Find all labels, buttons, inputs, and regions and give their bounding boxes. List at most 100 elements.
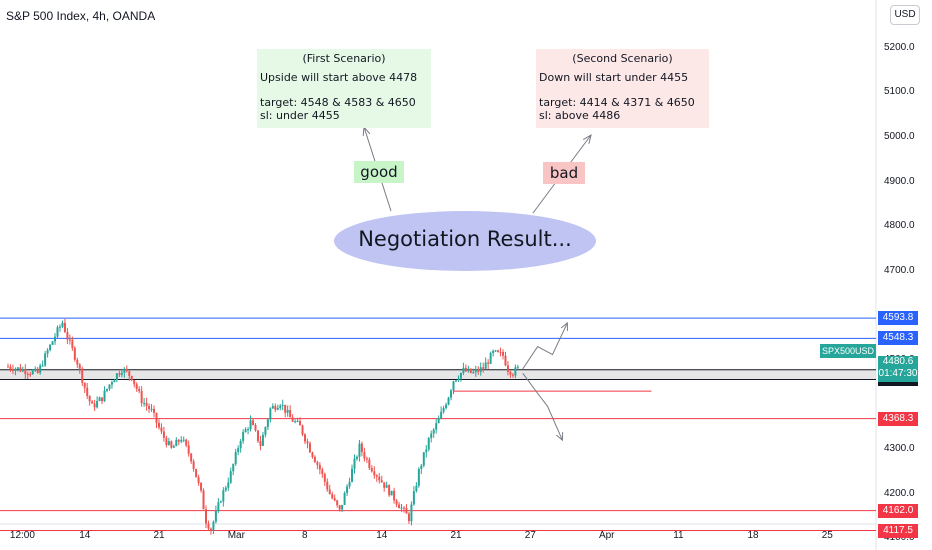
negotiation-callout: Negotiation Result... [334,211,596,271]
candle-body [172,446,175,448]
candle-body [91,401,94,404]
callout-arrow-second-head [582,133,592,144]
candle-body [113,380,116,383]
candle-body [469,368,472,373]
candle-body [487,362,490,364]
candle-body [380,480,383,483]
candle-body [227,482,230,488]
candle-body [504,355,507,366]
candle-body [185,439,188,446]
candle-body [19,367,22,372]
candle-body [135,384,138,389]
candle-body [450,390,453,398]
candle-body [197,477,200,483]
candle-body [244,429,247,433]
candle-body [118,373,121,375]
x-tick-label: 21 [153,530,165,541]
first-scenario-line-3: target: 4548 & 4583 & 4650 [260,96,416,109]
candle-body [24,369,27,374]
down-scenario-arrow [522,373,563,441]
candle-body [34,368,37,371]
candle-body [306,441,309,444]
candle-body [229,471,232,483]
candle-body [46,350,49,354]
candle-body [143,402,146,404]
candle-body [326,481,329,490]
candle-body [304,434,306,442]
candle-body [358,443,361,457]
second-scenario-box: (Second Scenario) Down will start under … [536,49,709,128]
candle-body [187,445,190,454]
candle-body [296,420,299,422]
candle-body [333,498,336,501]
x-tick-label: 12:00 [9,530,35,541]
candle-body [445,404,448,409]
candle-body [318,464,321,470]
candle-body [68,339,71,341]
candle-body [395,500,398,505]
candle-body [477,369,480,372]
x-tick-label: 14 [79,530,91,541]
candle-body [388,485,391,496]
candle-body [506,365,509,372]
candle-body [516,366,519,368]
candle-body [435,423,438,430]
candle-body [66,332,69,340]
candle-body [192,461,195,469]
candle-body [440,411,443,419]
currency-button[interactable]: USD [890,5,920,25]
candle-body [264,427,267,435]
candle-body [237,448,240,453]
candle-body [373,471,376,476]
candle-body [492,350,495,354]
price-label-4593.8: 4593.8 [878,311,918,326]
candle-body [343,493,346,505]
candle-body [224,487,227,491]
candle-body [98,397,101,402]
candle-body [430,433,433,439]
candle-body [61,322,64,327]
candle-body [103,390,106,402]
candle-body [331,494,334,499]
candle-body [405,507,408,514]
x-tick-label: 14 [376,530,388,541]
candle-body [432,429,435,434]
candle-body [36,368,39,373]
candle-body [7,366,9,368]
candle-body [286,410,289,413]
candle-body [499,351,502,353]
y-tick-label: 4100.0 [884,532,915,544]
candle-body [393,490,396,501]
candle-body [16,367,19,369]
candle-body [214,510,217,522]
candle-body [153,408,156,413]
candle-body [232,464,235,472]
candle-body [509,371,512,375]
candle-body [269,408,272,420]
candle-body [479,367,482,372]
y-tick-label: 5200.0 [884,41,915,53]
second-scenario-line-3: target: 4414 & 4371 & 4650 [539,96,695,109]
candle-body [11,369,14,372]
first-scenario-line-4: sl: under 4455 [260,109,340,122]
y-tick-label: 5000.0 [884,130,915,142]
candle-body [170,441,173,448]
candle-body [14,368,17,372]
candle-body [108,384,111,389]
candle-body [427,438,430,450]
candle-body [321,469,324,474]
candle-body [276,407,279,410]
candle-body [308,443,311,453]
range-band [0,369,876,380]
candle-body [56,327,59,337]
current-price-label: 4480.6 01:47:30 [878,355,918,382]
candle-body [222,490,225,502]
candle-body [86,387,89,396]
candle-body [511,374,514,376]
countdown: 01:47:30 [878,367,918,379]
candle-body [378,476,381,481]
price-label-4162.0: 4162.0 [878,503,918,518]
candle-body [259,441,262,446]
candle-body [242,432,245,441]
